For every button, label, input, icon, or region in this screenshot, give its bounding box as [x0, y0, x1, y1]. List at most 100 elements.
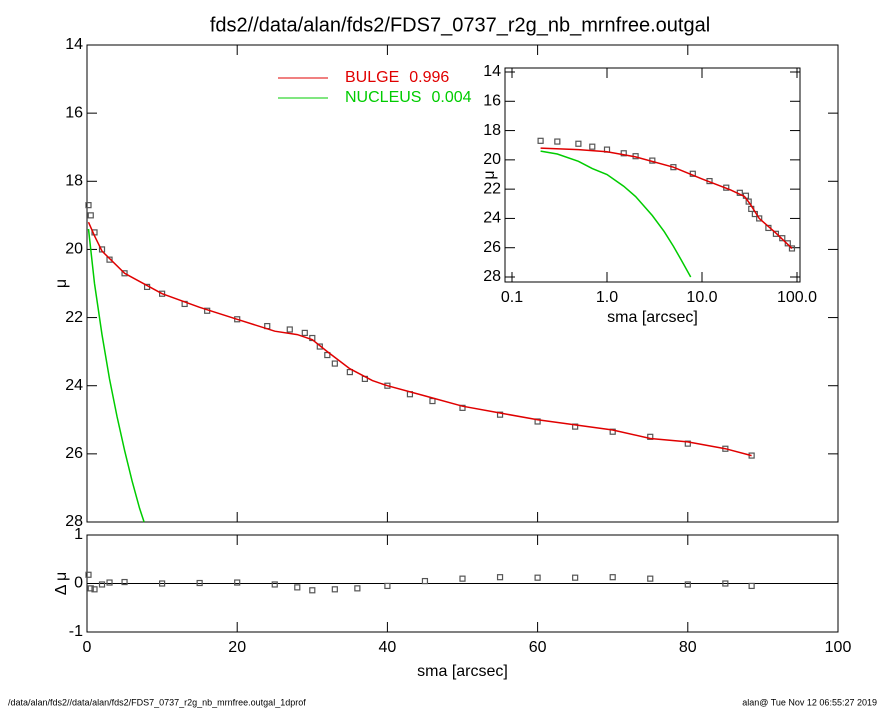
data-point	[85, 202, 92, 209]
data-point	[98, 581, 106, 588]
x-axis-label: sma [arcsec]	[417, 663, 508, 680]
model-line	[87, 228, 145, 523]
data-point	[748, 582, 755, 590]
data-point	[496, 574, 504, 581]
legend-name: NUCLEUS	[345, 89, 421, 106]
data-point	[756, 215, 763, 222]
data-point	[722, 580, 729, 587]
data-point	[286, 326, 293, 333]
data-point	[106, 579, 113, 586]
data-point	[87, 212, 94, 219]
y-tick-label: 20	[65, 241, 83, 258]
model-line	[540, 150, 692, 278]
data-point	[234, 579, 241, 586]
data-point	[647, 433, 654, 440]
x-tick-label: 0	[83, 639, 92, 656]
y-tick-label: 16	[483, 93, 501, 110]
legend-fraction: 0.004	[431, 89, 471, 106]
data-point	[87, 585, 94, 592]
data-point	[121, 270, 128, 277]
data-point	[159, 290, 166, 297]
data-point	[421, 577, 429, 585]
x-tick-label: 60	[529, 639, 547, 656]
model-line	[540, 147, 793, 249]
data-point	[294, 584, 301, 591]
data-point	[121, 578, 128, 586]
data-point	[91, 586, 98, 593]
data-point	[159, 580, 166, 587]
x-tick-label: 100.0	[777, 289, 817, 306]
data-point	[271, 581, 278, 588]
y-tick-label: 16	[65, 104, 83, 121]
y-tick-label: 0	[74, 575, 83, 592]
x-axis-label: sma [arcsec]	[607, 309, 698, 326]
x-tick-label: 10.0	[686, 289, 717, 306]
data-point	[779, 235, 786, 242]
y-tick-label: -1	[69, 623, 83, 640]
legend-fraction: 0.996	[409, 69, 449, 86]
data-point	[459, 404, 466, 411]
data-point	[354, 585, 361, 592]
chart-title: fds2//data/alan/fds2/FDS7_0737_r2g_nb_mr…	[210, 14, 710, 36]
data-point	[784, 240, 791, 247]
legend-name: BULGE	[345, 69, 399, 86]
y-tick-label: 18	[483, 122, 501, 139]
footer-left: /data/alan/fds2//data/alan/fds2/FDS7_073…	[8, 697, 306, 707]
footer-right: alan@ Tue Nov 12 06:55:27 2019	[742, 697, 877, 707]
y-tick-label: 26	[483, 239, 501, 256]
x-tick-label: 40	[379, 639, 397, 656]
data-point	[684, 440, 691, 447]
plot-frame	[504, 67, 801, 283]
x-tick-label: 0.1	[501, 289, 523, 306]
y-tick-label: 28	[65, 513, 83, 530]
data-point	[384, 582, 391, 590]
data-point	[772, 230, 780, 237]
y-tick-label: 26	[65, 445, 83, 462]
data-point	[331, 586, 338, 593]
y-axis-label: μ	[481, 170, 498, 179]
y-tick-label: 24	[483, 210, 501, 227]
data-point	[572, 574, 579, 581]
data-point	[572, 423, 579, 430]
data-point	[589, 143, 596, 150]
data-point	[647, 575, 654, 582]
data-point	[196, 579, 203, 587]
data-point	[106, 256, 113, 263]
y-axis-label: μ	[53, 279, 70, 288]
x-tick-label: 80	[679, 639, 697, 656]
data-point	[745, 198, 752, 205]
data-point	[309, 587, 316, 594]
data-point	[537, 137, 544, 144]
y-tick-label: 14	[65, 36, 83, 53]
data-point	[316, 343, 323, 350]
y-tick-label: 24	[65, 377, 83, 394]
x-tick-label: 100	[825, 639, 852, 656]
y-tick-label: 22	[483, 180, 501, 197]
data-point	[575, 140, 582, 147]
data-point	[554, 138, 561, 145]
x-tick-label: 20	[228, 639, 246, 656]
data-point	[346, 368, 353, 376]
model-line	[87, 221, 752, 457]
data-point	[459, 575, 466, 582]
y-tick-label: 14	[483, 63, 501, 80]
data-point	[788, 245, 796, 252]
legend-label: NUCLEUS 0.004	[345, 89, 472, 106]
data-point	[496, 411, 504, 418]
data-point	[609, 574, 616, 581]
data-point	[534, 418, 541, 425]
data-point	[609, 428, 616, 435]
data-point	[301, 329, 308, 337]
legend-label: BULGE 0.996	[345, 69, 449, 86]
data-point	[620, 150, 627, 157]
y-axis-label: Δ μ	[53, 572, 70, 595]
y-tick-label: 22	[65, 309, 83, 326]
data-point	[534, 574, 541, 581]
y-tick-label: 18	[65, 173, 83, 190]
y-tick-label: 20	[483, 151, 501, 168]
y-tick-label: 1	[74, 526, 83, 543]
x-tick-label: 1.0	[596, 289, 618, 306]
data-point	[684, 581, 691, 588]
data-point	[331, 360, 338, 367]
